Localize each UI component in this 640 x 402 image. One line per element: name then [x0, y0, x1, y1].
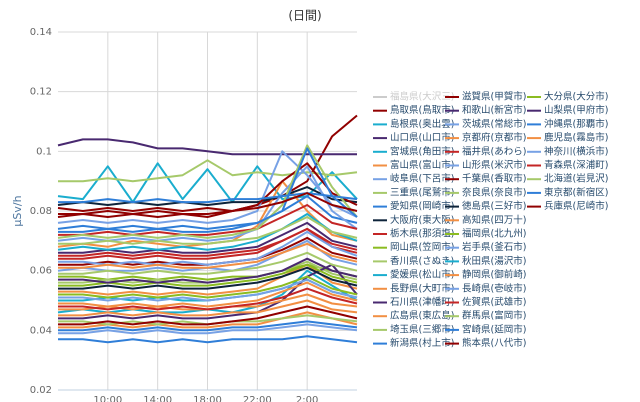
- series-line: [58, 216, 358, 245]
- legend-label: 神奈川(横浜市): [544, 145, 608, 157]
- series-line: [58, 305, 358, 326]
- legend-label: 山梨県(甲府市): [544, 104, 608, 116]
- legend-label: 茨城県(常総市): [462, 118, 526, 130]
- legend-label: 宮城県(角田市): [390, 145, 454, 157]
- legend-label: 佐賀県(武雄市): [462, 296, 526, 308]
- chart-title: (日間): [288, 9, 321, 23]
- legend-label: 京都府(京都市): [462, 132, 526, 144]
- series-line: [58, 159, 358, 183]
- legend-label: 岐阜県(下呂市): [390, 173, 454, 185]
- y-tick-label: 0.06: [30, 266, 52, 277]
- legend-label: 三重県(尾鷲市): [390, 186, 454, 198]
- legend-label: 山形県(米沢市): [462, 159, 526, 171]
- legend-label: 高知県(四万十): [462, 214, 526, 226]
- series-line: [58, 204, 358, 236]
- legend-label: 大阪府(東大阪): [390, 214, 454, 226]
- legend-label: 福岡県(北九州): [462, 228, 526, 240]
- legend-label: 秋田県(湯沢市): [462, 255, 526, 267]
- legend-label: 北海道(岩見沢): [544, 173, 608, 185]
- legend-label: 兵庫県(尼崎市): [544, 200, 608, 212]
- x-tick-label: 14:00: [143, 395, 172, 402]
- y-axis-label: μSv/h: [11, 195, 24, 226]
- x-tick-label: 18:00: [193, 395, 222, 402]
- series-line: [58, 266, 358, 290]
- legend-label: 徳島県(三好市): [462, 200, 526, 212]
- legend-label: 静岡県(御前崎): [462, 269, 526, 281]
- series-line: [58, 257, 358, 284]
- y-tick-label: 0.14: [30, 27, 52, 38]
- legend: 福島県(大沢三)鳥取県(鳥取市) 島根県(奥出雲) 山口県(山口市)宮城県(角田市)…: [373, 91, 608, 349]
- y-tick-label: 0.08: [30, 206, 52, 217]
- series-line: [58, 320, 358, 332]
- legend-label: 栃木県(那須塩): [390, 228, 454, 240]
- series-line: [58, 242, 358, 269]
- series-line: [57, 114, 358, 218]
- legend-label: 愛媛県(松山市): [390, 269, 454, 281]
- y-tick-label: 0.1: [36, 146, 52, 157]
- legend-label: 広島県(東広島): [390, 310, 454, 322]
- legend-label: 岡山県(笠岡市): [390, 241, 454, 253]
- series-line: [58, 275, 358, 299]
- series-line: [57, 144, 358, 239]
- legend-label: 埼玉県(三郷市): [390, 323, 454, 335]
- legend-label: 沖縄県(那覇市): [544, 118, 608, 130]
- series-line: [58, 227, 358, 257]
- x-tick-label: 2:00: [296, 395, 318, 402]
- legend-label: 島根県(奥出雲): [390, 118, 454, 130]
- legend-label: 奈良県(奈良市): [462, 186, 526, 198]
- legend-label: 群馬県(富岡市): [462, 310, 526, 322]
- series-line: [58, 147, 358, 233]
- legend-label: 千葉県(香取市): [462, 173, 526, 185]
- legend-label: 岩手県(釜石市): [462, 241, 526, 253]
- y-tick-label: 0.02: [30, 385, 52, 396]
- series-line: [58, 287, 358, 311]
- series-line: [58, 278, 358, 302]
- series-line: [58, 335, 358, 344]
- legend-label: 熊本県(八代市): [462, 337, 526, 349]
- series-line: [57, 138, 357, 156]
- series-line: [57, 162, 358, 212]
- series-line: [57, 150, 358, 224]
- series-line: [58, 323, 358, 335]
- x-tick-label: 22:00: [243, 395, 272, 402]
- legend-label: 東京都(新宿区): [544, 186, 608, 198]
- legend-label: 福島県(大沢三): [390, 91, 454, 103]
- series-line: [57, 213, 358, 251]
- legend-label: 石川県(津幡町): [390, 296, 454, 308]
- legend-label: 長崎県(壱岐市): [462, 282, 526, 294]
- x-tick-label: 10:00: [93, 395, 122, 402]
- legend-label: 香川県(さぬき): [390, 256, 454, 267]
- legend-label: 和歌山(新宮市): [462, 104, 526, 116]
- series-line: [58, 251, 358, 275]
- legend-label: 大分県(大分市): [544, 91, 608, 103]
- series-line: [57, 186, 358, 206]
- legend-label: 滋賀県(甲賀市): [462, 91, 526, 103]
- legend-label: 富山県(富山市): [390, 159, 454, 171]
- legend-label: 鹿児島(霧島市): [544, 132, 608, 144]
- series-line: [58, 299, 358, 317]
- y-tick-label: 0.12: [30, 87, 52, 98]
- legend-label: 福井県(あわら): [462, 145, 526, 157]
- plot-lines: [57, 114, 358, 344]
- y-tick-label: 0.04: [30, 325, 52, 336]
- legend-label: 山口県(山口市): [390, 132, 454, 144]
- legend-label: 愛知県(岡崎市): [390, 200, 454, 212]
- legend-label: 宮崎県(延岡市): [462, 323, 526, 335]
- legend-label: 新潟県(村上市): [390, 337, 454, 349]
- series-line: [58, 192, 358, 215]
- legend-label: 鳥取県(鳥取市): [390, 104, 454, 116]
- legend-label: 青森県(深浦町): [544, 159, 608, 171]
- legend-label: 長野県(大町市): [390, 282, 454, 294]
